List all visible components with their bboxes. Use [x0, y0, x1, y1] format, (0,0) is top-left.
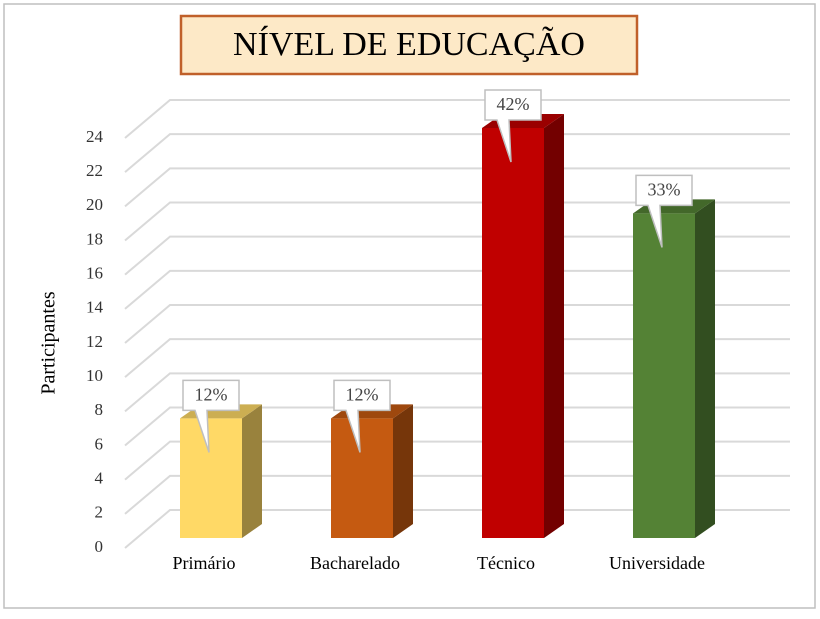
chart-title: NÍVEL DE EDUCAÇÃO	[233, 26, 585, 63]
callout-box	[635, 174, 693, 248]
grid-line	[124, 167, 790, 208]
grid-line	[124, 338, 790, 378]
callout-box	[484, 89, 542, 163]
x-tick-label: Primário	[173, 553, 236, 573]
y-tick-label: 10	[86, 366, 103, 385]
grid-line	[124, 406, 790, 447]
grid-line	[124, 201, 790, 242]
bar-side	[242, 404, 262, 538]
data-label: 12%	[195, 385, 228, 405]
y-tick-label: 0	[95, 537, 104, 556]
data-label: 42%	[497, 94, 530, 114]
grid-line	[124, 474, 790, 515]
grid-line	[124, 509, 790, 549]
grid-line	[124, 304, 790, 344]
x-tick-label: Universidade	[609, 553, 705, 573]
callout-box	[182, 379, 240, 453]
bar-front	[482, 128, 544, 538]
bar-side	[544, 114, 564, 538]
grid-line	[124, 372, 790, 413]
y-tick-label: 12	[86, 332, 103, 351]
grid-line	[124, 133, 790, 173]
bar	[331, 404, 413, 538]
bar-side	[393, 404, 413, 538]
bar-front	[331, 418, 393, 538]
data-label: 12%	[346, 385, 379, 405]
y-axis-label: Participantes	[38, 291, 60, 395]
bar-front	[633, 213, 695, 538]
x-tick-label: Técnico	[477, 553, 535, 573]
callout-box	[333, 379, 391, 453]
y-tick-label: 8	[95, 400, 104, 419]
bar	[482, 114, 564, 538]
y-tick-label: 22	[86, 161, 103, 180]
y-tick-label: 4	[95, 469, 104, 488]
y-tick-label: 16	[86, 264, 103, 283]
bar-side	[695, 199, 715, 538]
y-tick-label: 2	[95, 503, 104, 522]
y-tick-label: 24	[86, 127, 104, 146]
y-tick-label: 14	[86, 298, 104, 317]
y-tick-label: 20	[86, 195, 103, 214]
grid-line	[124, 269, 790, 310]
bar-front	[180, 418, 242, 538]
x-tick-label: Bacharelado	[310, 553, 400, 573]
bar	[633, 199, 715, 538]
data-label: 33%	[648, 180, 681, 200]
y-tick-label: 18	[86, 229, 103, 248]
y-tick-label: 6	[95, 434, 104, 453]
grid-line	[124, 235, 790, 276]
grid-line	[124, 440, 790, 481]
bar	[180, 404, 262, 538]
grid-line	[124, 99, 790, 139]
title-box	[179, 14, 639, 76]
